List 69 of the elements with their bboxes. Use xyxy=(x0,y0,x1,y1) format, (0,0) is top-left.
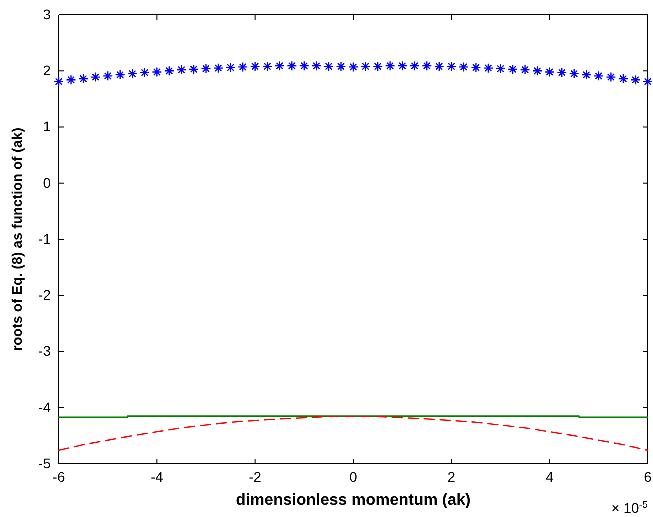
point xyxy=(508,64,518,75)
point xyxy=(213,63,224,74)
point xyxy=(287,60,298,72)
point xyxy=(618,74,629,84)
point xyxy=(372,62,384,72)
y-tick-label: -4 xyxy=(38,399,52,416)
point xyxy=(397,60,408,72)
point xyxy=(642,76,653,87)
y-tick-label: -5 xyxy=(38,455,52,472)
point xyxy=(274,60,285,72)
point xyxy=(66,75,76,86)
point xyxy=(483,63,494,74)
point xyxy=(78,74,89,84)
point xyxy=(262,62,273,72)
point xyxy=(238,62,248,72)
point xyxy=(152,67,162,78)
y-tick-label: 2 xyxy=(43,62,52,79)
point xyxy=(140,68,150,78)
point xyxy=(582,70,592,80)
point xyxy=(299,60,310,72)
x-tick-label: -6 xyxy=(52,468,66,485)
point xyxy=(569,68,580,80)
point xyxy=(115,70,126,80)
x-tick-label: 0 xyxy=(350,468,358,485)
point xyxy=(360,62,371,72)
x-tick-label: 2 xyxy=(448,468,456,485)
y-tick-label: 0 xyxy=(43,174,52,191)
point xyxy=(336,62,346,72)
line-series xyxy=(58,416,649,452)
point xyxy=(630,75,641,86)
y-tick-label: -1 xyxy=(38,230,52,247)
point xyxy=(458,62,470,72)
point xyxy=(544,67,555,78)
point xyxy=(90,72,101,82)
point xyxy=(348,62,359,72)
point xyxy=(471,62,482,73)
point xyxy=(164,66,175,76)
point xyxy=(520,64,530,76)
point xyxy=(54,76,64,87)
point xyxy=(422,60,432,72)
point xyxy=(188,64,200,75)
point xyxy=(410,60,420,72)
point xyxy=(226,62,236,73)
x-tick-label: 4 xyxy=(546,468,554,485)
x-axis-title: dimensionless momentum (ak) xyxy=(236,492,471,509)
point xyxy=(385,60,396,72)
text: × 10$^{-5}$ xyxy=(612,500,649,516)
point xyxy=(606,72,616,82)
point xyxy=(532,66,543,76)
point xyxy=(250,62,260,72)
point xyxy=(324,62,334,72)
point xyxy=(594,71,604,82)
x-tick-label: -2 xyxy=(249,468,262,485)
point xyxy=(102,71,114,82)
point xyxy=(446,62,457,72)
point xyxy=(312,60,322,72)
point xyxy=(176,64,187,76)
y-tick-label: 1 xyxy=(43,118,52,135)
point xyxy=(201,64,212,74)
y-tick-label: -3 xyxy=(38,343,52,360)
point xyxy=(557,68,568,78)
y-tick-label: -2 xyxy=(38,287,52,304)
point xyxy=(128,68,138,80)
point xyxy=(496,64,506,74)
y-axis-title: roots of Eq. (8) as function of (ak) xyxy=(9,128,25,352)
y-tick-label: 3 xyxy=(43,6,52,22)
point xyxy=(434,62,444,72)
x-tick-label: 6 xyxy=(644,468,652,485)
x-tick-label: -4 xyxy=(150,468,164,485)
